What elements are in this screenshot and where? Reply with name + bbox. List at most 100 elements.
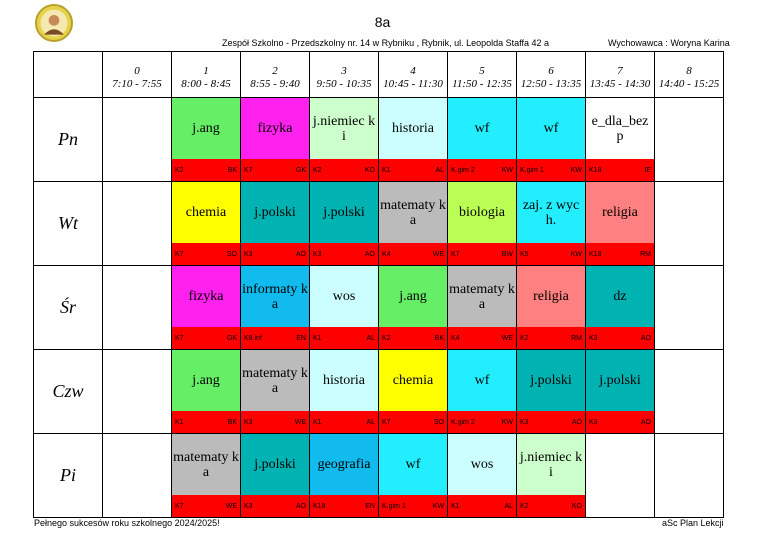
lesson-cell[interactable]: matematy ka K7 WE bbox=[171, 433, 241, 518]
period-number: 0 bbox=[134, 65, 140, 77]
lesson-teacher: KW bbox=[570, 166, 582, 174]
lesson-info-bar: K2 KO bbox=[310, 159, 378, 181]
lesson-cell[interactable]: wf K.gim 1 KW bbox=[516, 97, 586, 182]
period-number: 1 bbox=[203, 65, 209, 77]
lesson-cell[interactable]: historia K1 AL bbox=[309, 349, 379, 434]
lesson-subject: wf bbox=[405, 457, 421, 472]
lesson-teacher: AL bbox=[435, 166, 444, 174]
lesson-cell[interactable]: j.polski K3 AO bbox=[309, 181, 379, 266]
lesson-room: K.gim 2 bbox=[451, 166, 475, 174]
lesson-cell[interactable]: informaty ka K8.inf EN bbox=[240, 265, 310, 350]
lesson-block: wos K1 AL bbox=[448, 434, 516, 517]
lesson-teacher: AO bbox=[295, 250, 306, 258]
lesson-room: K7 bbox=[175, 250, 184, 258]
empty-cell bbox=[654, 97, 724, 182]
lesson-teacher: WE bbox=[501, 334, 513, 342]
lesson-teacher: KW bbox=[570, 250, 582, 258]
lesson-info-bar: K1 AL bbox=[379, 159, 447, 181]
lesson-subject: fizyka bbox=[257, 121, 293, 136]
lesson-info-bar: K1 AL bbox=[448, 495, 516, 517]
lesson-room: K3 bbox=[589, 334, 598, 342]
lesson-room: K18 bbox=[589, 166, 602, 174]
lesson-cell[interactable]: j.polski K3 AO bbox=[240, 181, 310, 266]
lesson-info-bar: K2 RM bbox=[517, 327, 585, 349]
lesson-info-bar: K7 GK bbox=[241, 159, 309, 181]
footer-message: Pełnego sukcesów roku szkolnego 2024/202… bbox=[34, 518, 220, 528]
lesson-subject: j.polski bbox=[323, 205, 365, 220]
lesson-cell[interactable]: wos K1 AL bbox=[447, 433, 517, 518]
lesson-cell[interactable]: biologia K7 BW bbox=[447, 181, 517, 266]
lesson-cell[interactable]: j.ang K2 BK bbox=[378, 265, 448, 350]
lesson-room: K18 bbox=[589, 250, 602, 258]
lesson-cell[interactable]: matematy ka K3 WE bbox=[240, 349, 310, 434]
lesson-cell[interactable]: j.polski K3 AO bbox=[516, 349, 586, 434]
lesson-room: K3 bbox=[244, 250, 253, 258]
period-header: 4 10:45 - 11:30 bbox=[378, 51, 448, 98]
lesson-room: K1 bbox=[382, 166, 391, 174]
lesson-cell[interactable]: wf K.gim 1 KW bbox=[378, 433, 448, 518]
lesson-subject: religia bbox=[602, 205, 638, 220]
period-header: 2 8:55 - 9:40 bbox=[240, 51, 310, 98]
lesson-cell[interactable]: historia K1 AL bbox=[378, 97, 448, 182]
lesson-cell[interactable]: j.ang K2 BK bbox=[171, 97, 241, 182]
lesson-cell[interactable]: fizyka K7 GK bbox=[240, 97, 310, 182]
lesson-block: historia K1 AL bbox=[379, 98, 447, 181]
day-label: Śr bbox=[33, 265, 103, 350]
lesson-cell[interactable]: chemia K7 SO bbox=[171, 181, 241, 266]
lesson-info-bar: K1 AL bbox=[310, 411, 378, 433]
lesson-cell[interactable]: religia K2 RM bbox=[516, 265, 586, 350]
lesson-block: geografia K18 EN bbox=[310, 434, 378, 517]
lesson-cell[interactable]: wf K.gim 2 KW bbox=[447, 97, 517, 182]
day-row: Czw j.ang K1 BK matematy ka K3 WE historia K1 AL c… bbox=[33, 349, 724, 434]
lesson-room: K7 bbox=[175, 502, 184, 510]
lesson-info-bar: K3 AO bbox=[517, 411, 585, 433]
corner-cell bbox=[33, 51, 103, 98]
lesson-cell[interactable]: j.niemiec ki K2 KO bbox=[516, 433, 586, 518]
lesson-cell[interactable]: chemia K7 SO bbox=[378, 349, 448, 434]
lesson-cell[interactable]: geografia K18 EN bbox=[309, 433, 379, 518]
lesson-subject: wf bbox=[474, 373, 490, 388]
lesson-cell[interactable]: e_dla_bez p K18 IE bbox=[585, 97, 655, 182]
lesson-cell[interactable]: j.polski K3 AO bbox=[240, 433, 310, 518]
lesson-room: K3 bbox=[244, 502, 253, 510]
lesson-room: K5 bbox=[520, 250, 529, 258]
lesson-cell[interactable]: j.polski K3 AO bbox=[585, 349, 655, 434]
lesson-subject: historia bbox=[392, 121, 434, 136]
school-logo bbox=[35, 4, 73, 42]
empty-cell bbox=[102, 181, 172, 266]
lesson-cell[interactable]: j.niemiec ki K2 KO bbox=[309, 97, 379, 182]
period-time: 9:50 - 10:35 bbox=[316, 78, 372, 90]
lesson-cell[interactable]: dz K3 AO bbox=[585, 265, 655, 350]
lesson-cell[interactable]: matematy ka K4 WE bbox=[378, 181, 448, 266]
lesson-block: wf K.gim 2 KW bbox=[448, 98, 516, 181]
lesson-cell[interactable]: matematy ka K4 WE bbox=[447, 265, 517, 350]
lesson-teacher: AO bbox=[295, 502, 306, 510]
lesson-room: K7 bbox=[175, 334, 184, 342]
lesson-subject: biologia bbox=[459, 205, 505, 220]
period-header: 8 14:40 - 15:25 bbox=[654, 51, 724, 98]
lesson-info-bar: K.gim 2 KW bbox=[448, 411, 516, 433]
lesson-teacher: AO bbox=[364, 250, 375, 258]
period-time: 13:45 - 14:30 bbox=[589, 78, 651, 90]
lesson-teacher: WE bbox=[225, 502, 237, 510]
day-row: Pn j.ang K2 BK fizyka K7 GK j.niemiec ki K2 KO his… bbox=[33, 97, 724, 182]
lesson-cell[interactable]: zaj. z wych. K5 KW bbox=[516, 181, 586, 266]
lesson-teacher: WE bbox=[432, 250, 444, 258]
lesson-cell[interactable]: j.ang K1 BK bbox=[171, 349, 241, 434]
lesson-cell[interactable]: wos K1 AL bbox=[309, 265, 379, 350]
lesson-teacher: GK bbox=[226, 334, 237, 342]
lesson-block: matematy ka K7 WE bbox=[172, 434, 240, 517]
lesson-cell[interactable]: fizyka K7 GK bbox=[171, 265, 241, 350]
lesson-cell[interactable]: wf K.gim 2 KW bbox=[447, 349, 517, 434]
lesson-info-bar: K18 RM bbox=[586, 243, 654, 265]
lesson-teacher: AO bbox=[640, 334, 651, 342]
period-header: 6 12:50 - 13:35 bbox=[516, 51, 586, 98]
lesson-block: j.polski K3 AO bbox=[241, 182, 309, 265]
lesson-info-bar: K7 SO bbox=[172, 243, 240, 265]
lesson-cell[interactable]: religia K18 RM bbox=[585, 181, 655, 266]
lesson-teacher: SO bbox=[433, 418, 444, 426]
lesson-room: K1 bbox=[175, 418, 184, 426]
lesson-room: K4 bbox=[382, 250, 391, 258]
lesson-block: chemia K7 SO bbox=[379, 350, 447, 433]
lesson-info-bar: K4 WE bbox=[379, 243, 447, 265]
